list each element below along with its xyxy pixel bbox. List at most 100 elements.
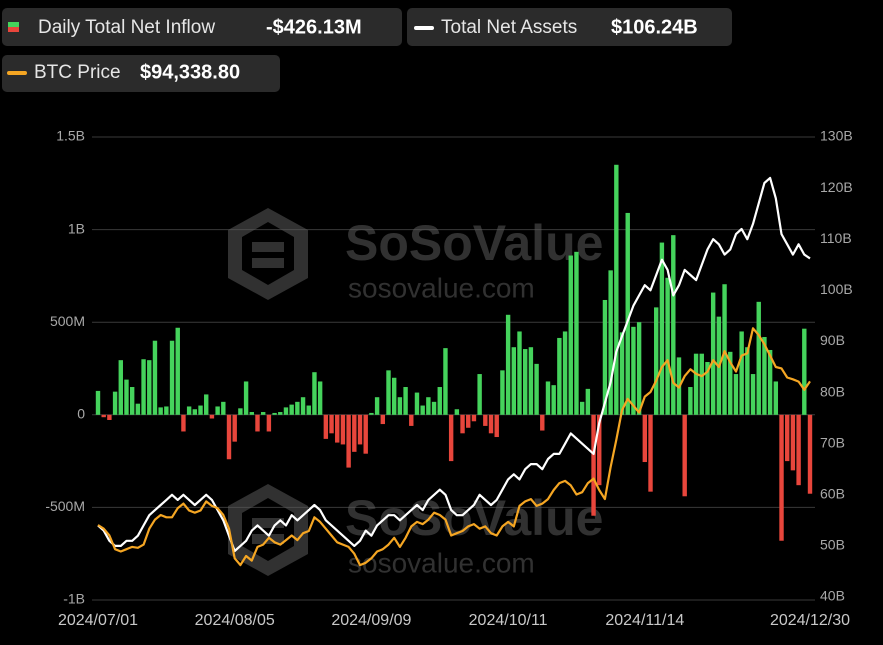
bar bbox=[619, 332, 625, 415]
bar bbox=[494, 414, 499, 438]
bar bbox=[129, 387, 135, 415]
bar bbox=[363, 414, 368, 454]
bar bbox=[448, 414, 454, 462]
bar bbox=[705, 362, 710, 415]
bar bbox=[648, 414, 653, 492]
bar bbox=[745, 347, 750, 415]
bar bbox=[164, 406, 169, 415]
bar bbox=[409, 414, 414, 426]
bar bbox=[739, 331, 744, 415]
bar bbox=[722, 284, 727, 415]
watermark: SoSoValue sosovalue.com bbox=[228, 484, 603, 578]
logo-hex bbox=[228, 208, 308, 300]
bar bbox=[198, 405, 203, 415]
bar bbox=[238, 408, 243, 415]
bar bbox=[767, 349, 773, 415]
bar bbox=[454, 409, 460, 415]
bar bbox=[204, 394, 209, 415]
bar bbox=[158, 407, 163, 415]
bar bbox=[460, 414, 465, 434]
bar bbox=[135, 403, 141, 415]
legend-box bbox=[407, 8, 732, 46]
legend-swatch bbox=[414, 26, 434, 30]
bar bbox=[221, 401, 226, 415]
bar bbox=[483, 414, 488, 426]
legend-swatch bbox=[7, 71, 27, 75]
bar bbox=[346, 414, 351, 468]
bar bbox=[574, 251, 579, 415]
bar bbox=[386, 370, 391, 415]
y2-tick-label: 100B bbox=[820, 281, 853, 297]
bar bbox=[209, 414, 215, 419]
x-tick-label: 2024/12/30 bbox=[770, 612, 850, 629]
logo-bar bbox=[252, 518, 284, 528]
bar bbox=[756, 301, 761, 415]
watermark: SoSoValue sosovalue.com bbox=[228, 208, 603, 303]
bar bbox=[141, 359, 146, 415]
bar bbox=[750, 374, 756, 415]
legend-value: -$426.13M bbox=[266, 16, 362, 38]
bar bbox=[579, 401, 585, 415]
bar bbox=[243, 381, 249, 415]
x-tick-label: 2024/08/05 bbox=[195, 612, 275, 629]
bar bbox=[568, 255, 573, 415]
bar bbox=[591, 414, 596, 516]
bar bbox=[306, 405, 311, 415]
bar bbox=[369, 412, 374, 415]
bar bbox=[682, 414, 687, 497]
bar bbox=[357, 414, 363, 445]
bar bbox=[101, 414, 106, 418]
bar bbox=[528, 347, 534, 415]
bar bbox=[796, 414, 801, 486]
y2-tick-label: 80B bbox=[820, 383, 845, 399]
y2-tick-label: 60B bbox=[820, 485, 845, 501]
bar bbox=[728, 351, 733, 415]
bar bbox=[403, 387, 408, 415]
watermark-url: sosovalue.com bbox=[348, 272, 535, 303]
watermark-title: SoSoValue bbox=[345, 490, 603, 546]
bar bbox=[659, 242, 665, 415]
bar bbox=[699, 353, 704, 415]
bar bbox=[255, 414, 260, 432]
bar bbox=[585, 388, 591, 415]
legend-value: $106.24B bbox=[611, 16, 698, 38]
legend-swatch bbox=[8, 27, 19, 32]
bar bbox=[562, 331, 568, 415]
bar bbox=[95, 390, 101, 415]
bar bbox=[186, 406, 192, 415]
logo-hex bbox=[228, 484, 308, 576]
bar bbox=[551, 385, 556, 415]
bar bbox=[340, 414, 346, 445]
bar bbox=[602, 299, 608, 415]
bar bbox=[671, 235, 676, 415]
x-tick-label: 2024/07/01 bbox=[58, 612, 138, 629]
legend-swatch bbox=[8, 22, 19, 27]
bar bbox=[710, 292, 716, 415]
bar bbox=[693, 353, 699, 415]
bar bbox=[597, 414, 602, 486]
bar bbox=[426, 397, 431, 415]
bar bbox=[152, 340, 158, 415]
bar bbox=[215, 406, 220, 415]
logo-bar bbox=[252, 242, 284, 252]
bar bbox=[249, 412, 254, 415]
bar bbox=[260, 412, 266, 415]
bar bbox=[226, 414, 232, 460]
bar bbox=[272, 412, 277, 415]
y-tick-label: -1B bbox=[63, 591, 85, 607]
bar bbox=[118, 360, 123, 415]
bar bbox=[511, 347, 517, 415]
bar bbox=[545, 381, 551, 415]
bar bbox=[420, 405, 425, 415]
bar bbox=[477, 374, 482, 415]
bar bbox=[608, 270, 613, 415]
bar bbox=[625, 212, 630, 415]
legend-label: BTC Price bbox=[34, 62, 121, 83]
bar bbox=[352, 414, 357, 452]
bar bbox=[733, 374, 739, 415]
y2-tick-label: 70B bbox=[820, 434, 845, 450]
legend-label: Daily Total Net Inflow bbox=[38, 17, 215, 38]
bar bbox=[642, 414, 648, 463]
bar bbox=[540, 414, 545, 431]
y2-tick-label: 40B bbox=[820, 588, 845, 604]
